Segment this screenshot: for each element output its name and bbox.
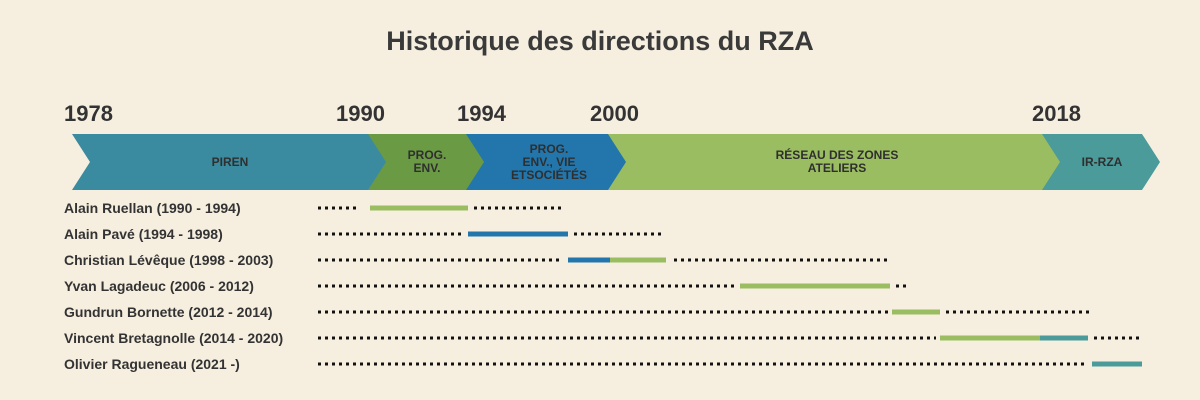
year-label-1994: 1994 bbox=[457, 101, 506, 126]
person-label: Olivier Ragueneau (2021 -) bbox=[64, 356, 240, 372]
phase-label-prog-env-vie: PROG. ENV., VIE ETSOCIÉTÉS bbox=[510, 141, 587, 182]
year-label-1978: 1978 bbox=[64, 101, 113, 126]
year-label-2018: 2018 bbox=[1032, 101, 1081, 126]
person-label: Gundrun Bornette (2012 - 2014) bbox=[64, 304, 273, 320]
phase-label-reseau: RÉSEAU DES ZONES ATELIERS bbox=[775, 148, 899, 175]
person-label: Alain Ruellan (1990 - 1994) bbox=[64, 200, 241, 216]
person-label: Vincent Bretagnolle (2014 - 2020) bbox=[64, 330, 284, 346]
phase-label-ir-rza: IR-RZA bbox=[1081, 154, 1123, 169]
phase-prog-env bbox=[368, 134, 486, 190]
phase-label-piren: PIREN bbox=[211, 154, 249, 169]
person-label: Christian Lévêque (1998 - 2003) bbox=[64, 252, 274, 268]
year-label-1990: 1990 bbox=[336, 101, 385, 126]
diagram-title: Historique des directions du RZA bbox=[386, 26, 814, 56]
phase-ir-rza bbox=[1042, 134, 1160, 190]
person-label: Yvan Lagadeuc (2006 - 2012) bbox=[64, 278, 254, 294]
year-label-2000: 2000 bbox=[590, 101, 639, 126]
phase-label-prog-env: PROG. ENV. bbox=[407, 148, 447, 175]
person-label: Alain Pavé (1994 - 1998) bbox=[64, 226, 223, 242]
phase-prog-env-vie bbox=[466, 134, 628, 190]
phase-reseau bbox=[608, 134, 1062, 190]
phase-piren bbox=[72, 134, 388, 190]
